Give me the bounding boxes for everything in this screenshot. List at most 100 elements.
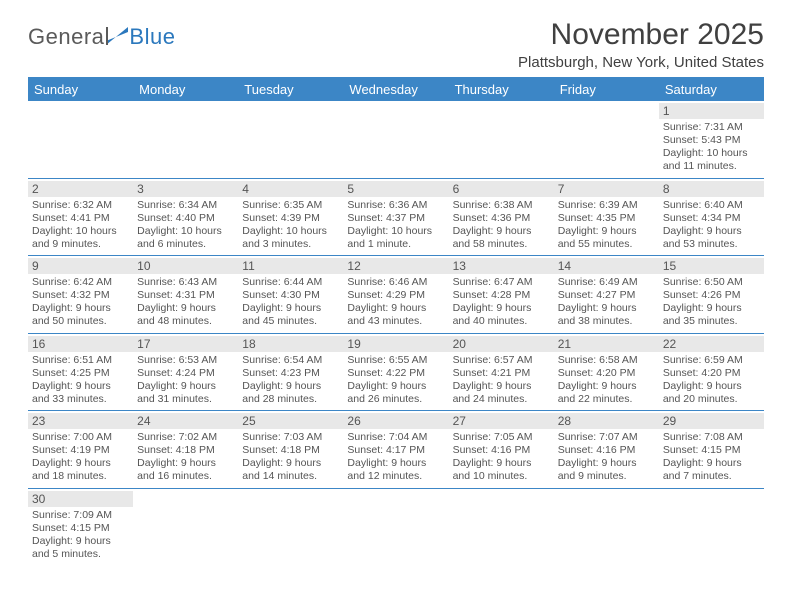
daylight-line: Daylight: 9 hours and 12 minutes.: [347, 457, 444, 483]
day-info: Sunrise: 6:53 AMSunset: 4:24 PMDaylight:…: [137, 354, 234, 407]
calendar-week: 23Sunrise: 7:00 AMSunset: 4:19 PMDayligh…: [28, 411, 764, 489]
calendar-day: 6Sunrise: 6:38 AMSunset: 4:36 PMDaylight…: [449, 178, 554, 256]
sunset-line: Sunset: 4:19 PM: [32, 444, 129, 457]
sunset-line: Sunset: 4:20 PM: [558, 367, 655, 380]
sunrise-line: Sunrise: 6:36 AM: [347, 199, 444, 212]
calendar-day: [28, 101, 133, 178]
sunrise-line: Sunrise: 6:34 AM: [137, 199, 234, 212]
sunrise-line: Sunrise: 6:55 AM: [347, 354, 444, 367]
daylight-line: Daylight: 9 hours and 58 minutes.: [453, 225, 550, 251]
day-number: 25: [238, 413, 343, 429]
logo: Genera Blue: [28, 24, 175, 50]
daylight-line: Daylight: 10 hours and 6 minutes.: [137, 225, 234, 251]
day-number: 16: [28, 336, 133, 352]
sunset-line: Sunset: 4:36 PM: [453, 212, 550, 225]
calendar-day: [343, 101, 448, 178]
calendar-day: 4Sunrise: 6:35 AMSunset: 4:39 PMDaylight…: [238, 178, 343, 256]
day-info: Sunrise: 7:09 AMSunset: 4:15 PMDaylight:…: [32, 509, 129, 562]
day-info: Sunrise: 7:02 AMSunset: 4:18 PMDaylight:…: [137, 431, 234, 484]
sunrise-line: Sunrise: 6:40 AM: [663, 199, 760, 212]
daylight-line: Daylight: 9 hours and 9 minutes.: [558, 457, 655, 483]
calendar-day: 10Sunrise: 6:43 AMSunset: 4:31 PMDayligh…: [133, 256, 238, 334]
day-info: Sunrise: 6:51 AMSunset: 4:25 PMDaylight:…: [32, 354, 129, 407]
calendar-day: 24 Sunrise: 7:02 AMSunset: 4:18 PMDayligh…: [133, 411, 238, 489]
daylight-line: Daylight: 9 hours and 5 minutes.: [32, 535, 129, 561]
daylight-line: Daylight: 9 hours and 26 minutes.: [347, 380, 444, 406]
day-info: Sunrise: 6:47 AMSunset: 4:28 PMDaylight:…: [453, 276, 550, 329]
day-number: 13: [449, 258, 554, 274]
day-number: 18: [238, 336, 343, 352]
day-number: 1: [659, 103, 764, 119]
daylight-line: Daylight: 10 hours and 1 minute.: [347, 225, 444, 251]
calendar-day: 18Sunrise: 6:54 AMSunset: 4:23 PMDayligh…: [238, 333, 343, 411]
daylight-line: Daylight: 9 hours and 40 minutes.: [453, 302, 550, 328]
sunset-line: Sunset: 4:18 PM: [137, 444, 234, 457]
calendar-week: 16 Sunrise: 6:51 AMSunset: 4:25 PMDayligh…: [28, 333, 764, 411]
day-number: 4: [238, 181, 343, 197]
day-info: Sunrise: 6:40 AMSunset: 4:34 PMDaylight:…: [663, 199, 760, 252]
daylight-line: Daylight: 9 hours and 16 minutes.: [137, 457, 234, 483]
day-number: 24: [133, 413, 238, 429]
sunrise-line: Sunrise: 6:54 AM: [242, 354, 339, 367]
sunrise-line: Sunrise: 6:47 AM: [453, 276, 550, 289]
month-title: November 2025: [518, 18, 764, 52]
calendar-day: [449, 488, 554, 565]
title-block: November 2025 Plattsburgh, New York, Uni…: [518, 18, 764, 71]
sunrise-line: Sunrise: 6:59 AM: [663, 354, 760, 367]
day-info: Sunrise: 6:58 AMSunset: 4:20 PMDaylight:…: [558, 354, 655, 407]
day-info: Sunrise: 6:59 AMSunset: 4:20 PMDaylight:…: [663, 354, 760, 407]
calendar-day: 3Sunrise: 6:34 AMSunset: 4:40 PMDaylight…: [133, 178, 238, 256]
sunrise-line: Sunrise: 7:04 AM: [347, 431, 444, 444]
calendar-day: [238, 488, 343, 565]
day-number: 7: [554, 181, 659, 197]
sunset-line: Sunset: 4:34 PM: [663, 212, 760, 225]
calendar-day: 14Sunrise: 6:49 AMSunset: 4:27 PMDayligh…: [554, 256, 659, 334]
sunset-line: Sunset: 4:22 PM: [347, 367, 444, 380]
daylight-line: Daylight: 9 hours and 53 minutes.: [663, 225, 760, 251]
sunset-line: Sunset: 4:29 PM: [347, 289, 444, 302]
day-info: Sunrise: 6:32 AMSunset: 4:41 PMDaylight:…: [32, 199, 129, 252]
sunset-line: Sunset: 4:23 PM: [242, 367, 339, 380]
sunset-line: Sunset: 4:41 PM: [32, 212, 129, 225]
calendar-day: 2Sunrise: 6:32 AMSunset: 4:41 PMDaylight…: [28, 178, 133, 256]
calendar-day: [133, 488, 238, 565]
flag-icon: [106, 27, 128, 45]
daylight-line: Daylight: 9 hours and 43 minutes.: [347, 302, 444, 328]
calendar-day: 11Sunrise: 6:44 AMSunset: 4:30 PMDayligh…: [238, 256, 343, 334]
day-info: Sunrise: 6:55 AMSunset: 4:22 PMDaylight:…: [347, 354, 444, 407]
calendar-day: [554, 488, 659, 565]
sunset-line: Sunset: 4:32 PM: [32, 289, 129, 302]
daylight-line: Daylight: 9 hours and 20 minutes.: [663, 380, 760, 406]
daylight-line: Daylight: 10 hours and 9 minutes.: [32, 225, 129, 251]
day-info: Sunrise: 7:07 AMSunset: 4:16 PMDaylight:…: [558, 431, 655, 484]
day-number: 23: [28, 413, 133, 429]
day-header: Monday: [133, 77, 238, 101]
sunset-line: Sunset: 4:16 PM: [558, 444, 655, 457]
sunset-line: Sunset: 4:18 PM: [242, 444, 339, 457]
sunrise-line: Sunrise: 6:35 AM: [242, 199, 339, 212]
sunrise-line: Sunrise: 6:53 AM: [137, 354, 234, 367]
sunset-line: Sunset: 4:15 PM: [32, 522, 129, 535]
calendar-day: 28Sunrise: 7:07 AMSunset: 4:16 PMDayligh…: [554, 411, 659, 489]
logo-text-blue: Blue: [129, 24, 175, 50]
calendar-body: 1Sunrise: 7:31 AMSunset: 5:43 PMDaylight…: [28, 101, 764, 565]
calendar-day: 15Sunrise: 6:50 AMSunset: 4:26 PMDayligh…: [659, 256, 764, 334]
calendar-day: [554, 101, 659, 178]
calendar-day: 17Sunrise: 6:53 AMSunset: 4:24 PMDayligh…: [133, 333, 238, 411]
calendar-week: 9Sunrise: 6:42 AMSunset: 4:32 PMDaylight…: [28, 256, 764, 334]
daylight-line: Daylight: 9 hours and 31 minutes.: [137, 380, 234, 406]
day-header: Tuesday: [238, 77, 343, 101]
calendar-day: 26Sunrise: 7:04 AMSunset: 4:17 PMDayligh…: [343, 411, 448, 489]
day-info: Sunrise: 6:43 AMSunset: 4:31 PMDaylight:…: [137, 276, 234, 329]
day-info: Sunrise: 6:36 AMSunset: 4:37 PMDaylight:…: [347, 199, 444, 252]
sunset-line: Sunset: 4:28 PM: [453, 289, 550, 302]
sunset-line: Sunset: 4:24 PM: [137, 367, 234, 380]
day-number: 8: [659, 181, 764, 197]
day-number: 5: [343, 181, 448, 197]
day-info: Sunrise: 6:44 AMSunset: 4:30 PMDaylight:…: [242, 276, 339, 329]
sunrise-line: Sunrise: 6:46 AM: [347, 276, 444, 289]
calendar-day: 13 Sunrise: 6:47 AMSunset: 4:28 PMDayligh…: [449, 256, 554, 334]
day-info: Sunrise: 7:08 AMSunset: 4:15 PMDaylight:…: [663, 431, 760, 484]
day-number: 22: [659, 336, 764, 352]
day-info: Sunrise: 6:34 AMSunset: 4:40 PMDaylight:…: [137, 199, 234, 252]
